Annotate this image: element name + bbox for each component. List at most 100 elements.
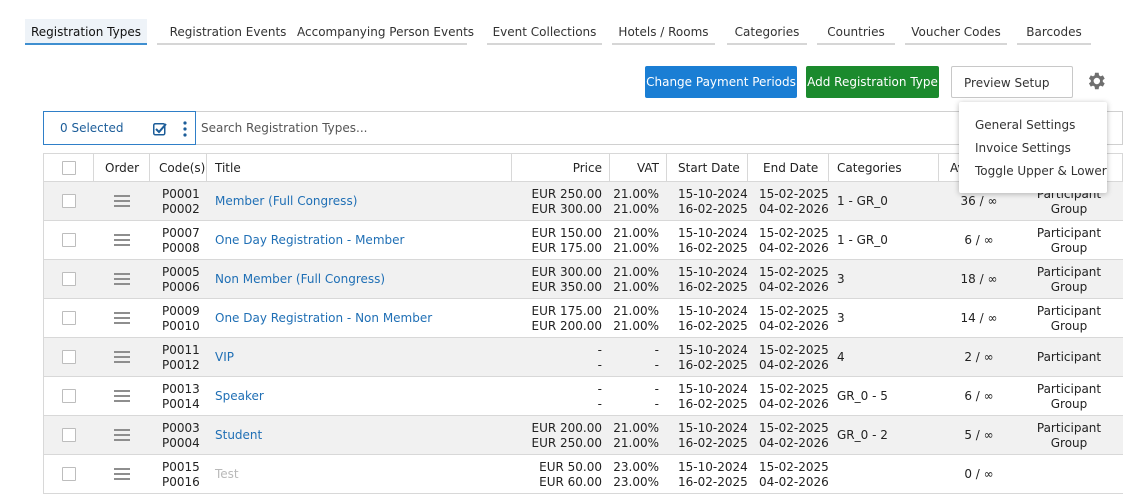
drag-handle-icon[interactable] xyxy=(114,429,130,441)
row-availability: 0 / ∞ xyxy=(964,467,994,481)
row-codes: P0007 P0008 xyxy=(162,226,200,255)
table-row[interactable]: P0013 P0014 Speaker - - - - 15-10-2024 16-02-202… xyxy=(43,377,1123,416)
row-title-link[interactable]: Test xyxy=(215,467,239,481)
row-title-link[interactable]: One Day Registration - Non Member xyxy=(215,311,433,325)
row-categories: GR_0 - 2 xyxy=(837,428,888,442)
row-availability: 2 / ∞ xyxy=(964,350,994,364)
table-row[interactable]: P0003 P0004 Student EUR 200.00 EUR 250.00 21.… xyxy=(43,416,1123,455)
row-checkbox[interactable] xyxy=(62,350,76,364)
row-group: Participant Group xyxy=(1036,265,1102,294)
row-end-dates: 15-02-2025 04-02-2026 xyxy=(759,187,829,216)
row-end-dates: 15-02-2025 04-02-2026 xyxy=(759,460,829,489)
row-group: Participant Group xyxy=(1036,421,1102,450)
row-codes: P0005 P0006 xyxy=(162,265,200,294)
row-end-dates: 15-02-2025 04-02-2026 xyxy=(759,421,829,450)
row-prices: EUR 250.00 EUR 300.00 xyxy=(531,187,602,216)
row-start-dates: 15-10-2024 16-02-2025 xyxy=(678,382,748,411)
row-availability: 5 / ∞ xyxy=(964,428,994,442)
row-prices: EUR 300.00 EUR 350.00 xyxy=(531,265,602,294)
row-group: Participant Group xyxy=(1036,304,1102,333)
gear-icon[interactable] xyxy=(1085,70,1107,92)
row-title-link[interactable]: Non Member (Full Congress) xyxy=(215,272,386,286)
row-checkbox[interactable] xyxy=(62,272,76,286)
row-title-link[interactable]: VIP xyxy=(215,350,234,364)
row-checkbox[interactable] xyxy=(62,428,76,442)
menu-item-general-settings[interactable]: General Settings xyxy=(975,118,1076,132)
header-categories[interactable]: Categories xyxy=(837,161,902,175)
menu-item-invoice-settings[interactable]: Invoice Settings xyxy=(975,141,1071,155)
tab-registration-events[interactable]: Registration Events xyxy=(157,19,299,45)
row-checkbox[interactable] xyxy=(62,194,76,208)
table-row[interactable]: P0009 P0010 One Day Registration - Non Mem… xyxy=(43,299,1123,338)
settings-menu: General Settings Invoice Settings Toggle… xyxy=(959,102,1107,193)
drag-handle-icon[interactable] xyxy=(114,273,130,285)
row-vat: -- xyxy=(654,343,659,372)
table-row[interactable]: P0015 P0016 Test EUR 50.00 EUR 60.00 23.00% 23… xyxy=(43,455,1123,494)
header-vat[interactable]: VAT xyxy=(636,161,659,175)
select-all-icon[interactable] xyxy=(153,122,167,136)
row-codes: P0001 P0002 xyxy=(162,187,200,216)
header-codes[interactable]: Code(s) xyxy=(159,161,206,175)
header-title[interactable]: Title xyxy=(215,161,241,175)
row-group: Participant Group xyxy=(1036,226,1102,255)
tab-categories[interactable]: Categories xyxy=(727,19,807,45)
table-row[interactable]: P0001 P0002 Member (Full Congress) EUR 250.… xyxy=(43,182,1123,221)
row-title-link[interactable]: Speaker xyxy=(215,389,264,403)
row-availability: 14 / ∞ xyxy=(960,311,998,325)
row-end-dates: 15-02-2025 04-02-2026 xyxy=(759,382,829,411)
drag-handle-icon[interactable] xyxy=(114,312,130,324)
table-row[interactable]: P0007 P0008 One Day Registration - Member E… xyxy=(43,221,1123,260)
row-prices: EUR 50.00 EUR 60.00 xyxy=(539,460,602,489)
row-end-dates: 15-02-2025 04-02-2026 xyxy=(759,265,829,294)
drag-handle-icon[interactable] xyxy=(114,390,130,402)
row-vat: 21.00% 21.00% xyxy=(613,187,659,216)
header-start-date[interactable]: Start Date xyxy=(678,161,740,175)
row-title-link[interactable]: Student xyxy=(215,428,263,442)
row-checkbox[interactable] xyxy=(62,389,76,403)
drag-handle-icon[interactable] xyxy=(114,468,130,480)
row-start-dates: 15-10-2024 16-02-2025 xyxy=(678,265,748,294)
change-payment-periods-button[interactable]: Change Payment Periods xyxy=(645,66,797,98)
header-price[interactable]: Price xyxy=(572,161,602,175)
row-prices: EUR 175.00 EUR 200.00 xyxy=(531,304,602,333)
table-row[interactable]: P0005 P0006 Non Member (Full Congress) EUR … xyxy=(43,260,1123,299)
row-availability: 18 / ∞ xyxy=(960,272,998,286)
row-end-dates: 15-02-2025 04-02-2026 xyxy=(759,343,829,372)
more-options-icon[interactable] xyxy=(183,121,187,137)
tab-voucher-codes[interactable]: Voucher Codes xyxy=(905,19,1007,45)
row-availability: 6 / ∞ xyxy=(964,389,994,403)
row-prices: -- xyxy=(597,382,602,411)
row-title-link[interactable]: One Day Registration - Member xyxy=(215,233,405,247)
row-start-dates: 15-10-2024 16-02-2025 xyxy=(678,187,748,216)
row-availability: 36 / ∞ xyxy=(960,194,998,208)
tab-registration-types[interactable]: Registration Types xyxy=(25,19,147,45)
row-start-dates: 15-10-2024 16-02-2025 xyxy=(678,226,748,255)
table-row[interactable]: P0011 P0012 VIP - - - - 15-10-2024 16-02-2025 15-… xyxy=(43,338,1123,377)
row-checkbox[interactable] xyxy=(62,467,76,481)
row-vat: 21.00% 21.00% xyxy=(613,226,659,255)
row-vat: 21.00% 21.00% xyxy=(613,265,659,294)
preview-setup-button[interactable]: Preview Setup xyxy=(951,66,1073,98)
menu-item-toggle-upper-lower[interactable]: Toggle Upper & Lower xyxy=(975,164,1107,178)
add-registration-type-button[interactable]: Add Registration Type xyxy=(806,66,939,98)
tab-accompanying-person-events[interactable]: Accompanying Person Events xyxy=(297,19,474,45)
header-order[interactable]: Order xyxy=(105,161,140,175)
table-header: Order Code(s) Title Price VAT Start Date… xyxy=(43,153,1123,183)
row-categories: GR_0 - 5 xyxy=(837,389,888,403)
row-start-dates: 15-10-2024 16-02-2025 xyxy=(678,460,748,489)
tab-barcodes[interactable]: Barcodes xyxy=(1017,19,1091,45)
row-title-link[interactable]: Member (Full Congress) xyxy=(215,194,358,208)
drag-handle-icon[interactable] xyxy=(114,234,130,246)
row-codes: P0015 P0016 xyxy=(162,460,200,489)
drag-handle-icon[interactable] xyxy=(114,351,130,363)
tab-countries[interactable]: Countries xyxy=(817,19,895,45)
selection-control[interactable]: 0 Selected xyxy=(43,111,196,145)
tab-hotels-rooms[interactable]: Hotels / Rooms xyxy=(612,19,715,45)
tab-event-collections[interactable]: Event Collections xyxy=(487,19,602,45)
row-checkbox[interactable] xyxy=(62,311,76,325)
row-start-dates: 15-10-2024 16-02-2025 xyxy=(678,343,748,372)
header-end-date[interactable]: End Date xyxy=(763,161,819,175)
drag-handle-icon[interactable] xyxy=(114,195,130,207)
select-all-checkbox[interactable] xyxy=(62,161,76,175)
row-checkbox[interactable] xyxy=(62,233,76,247)
